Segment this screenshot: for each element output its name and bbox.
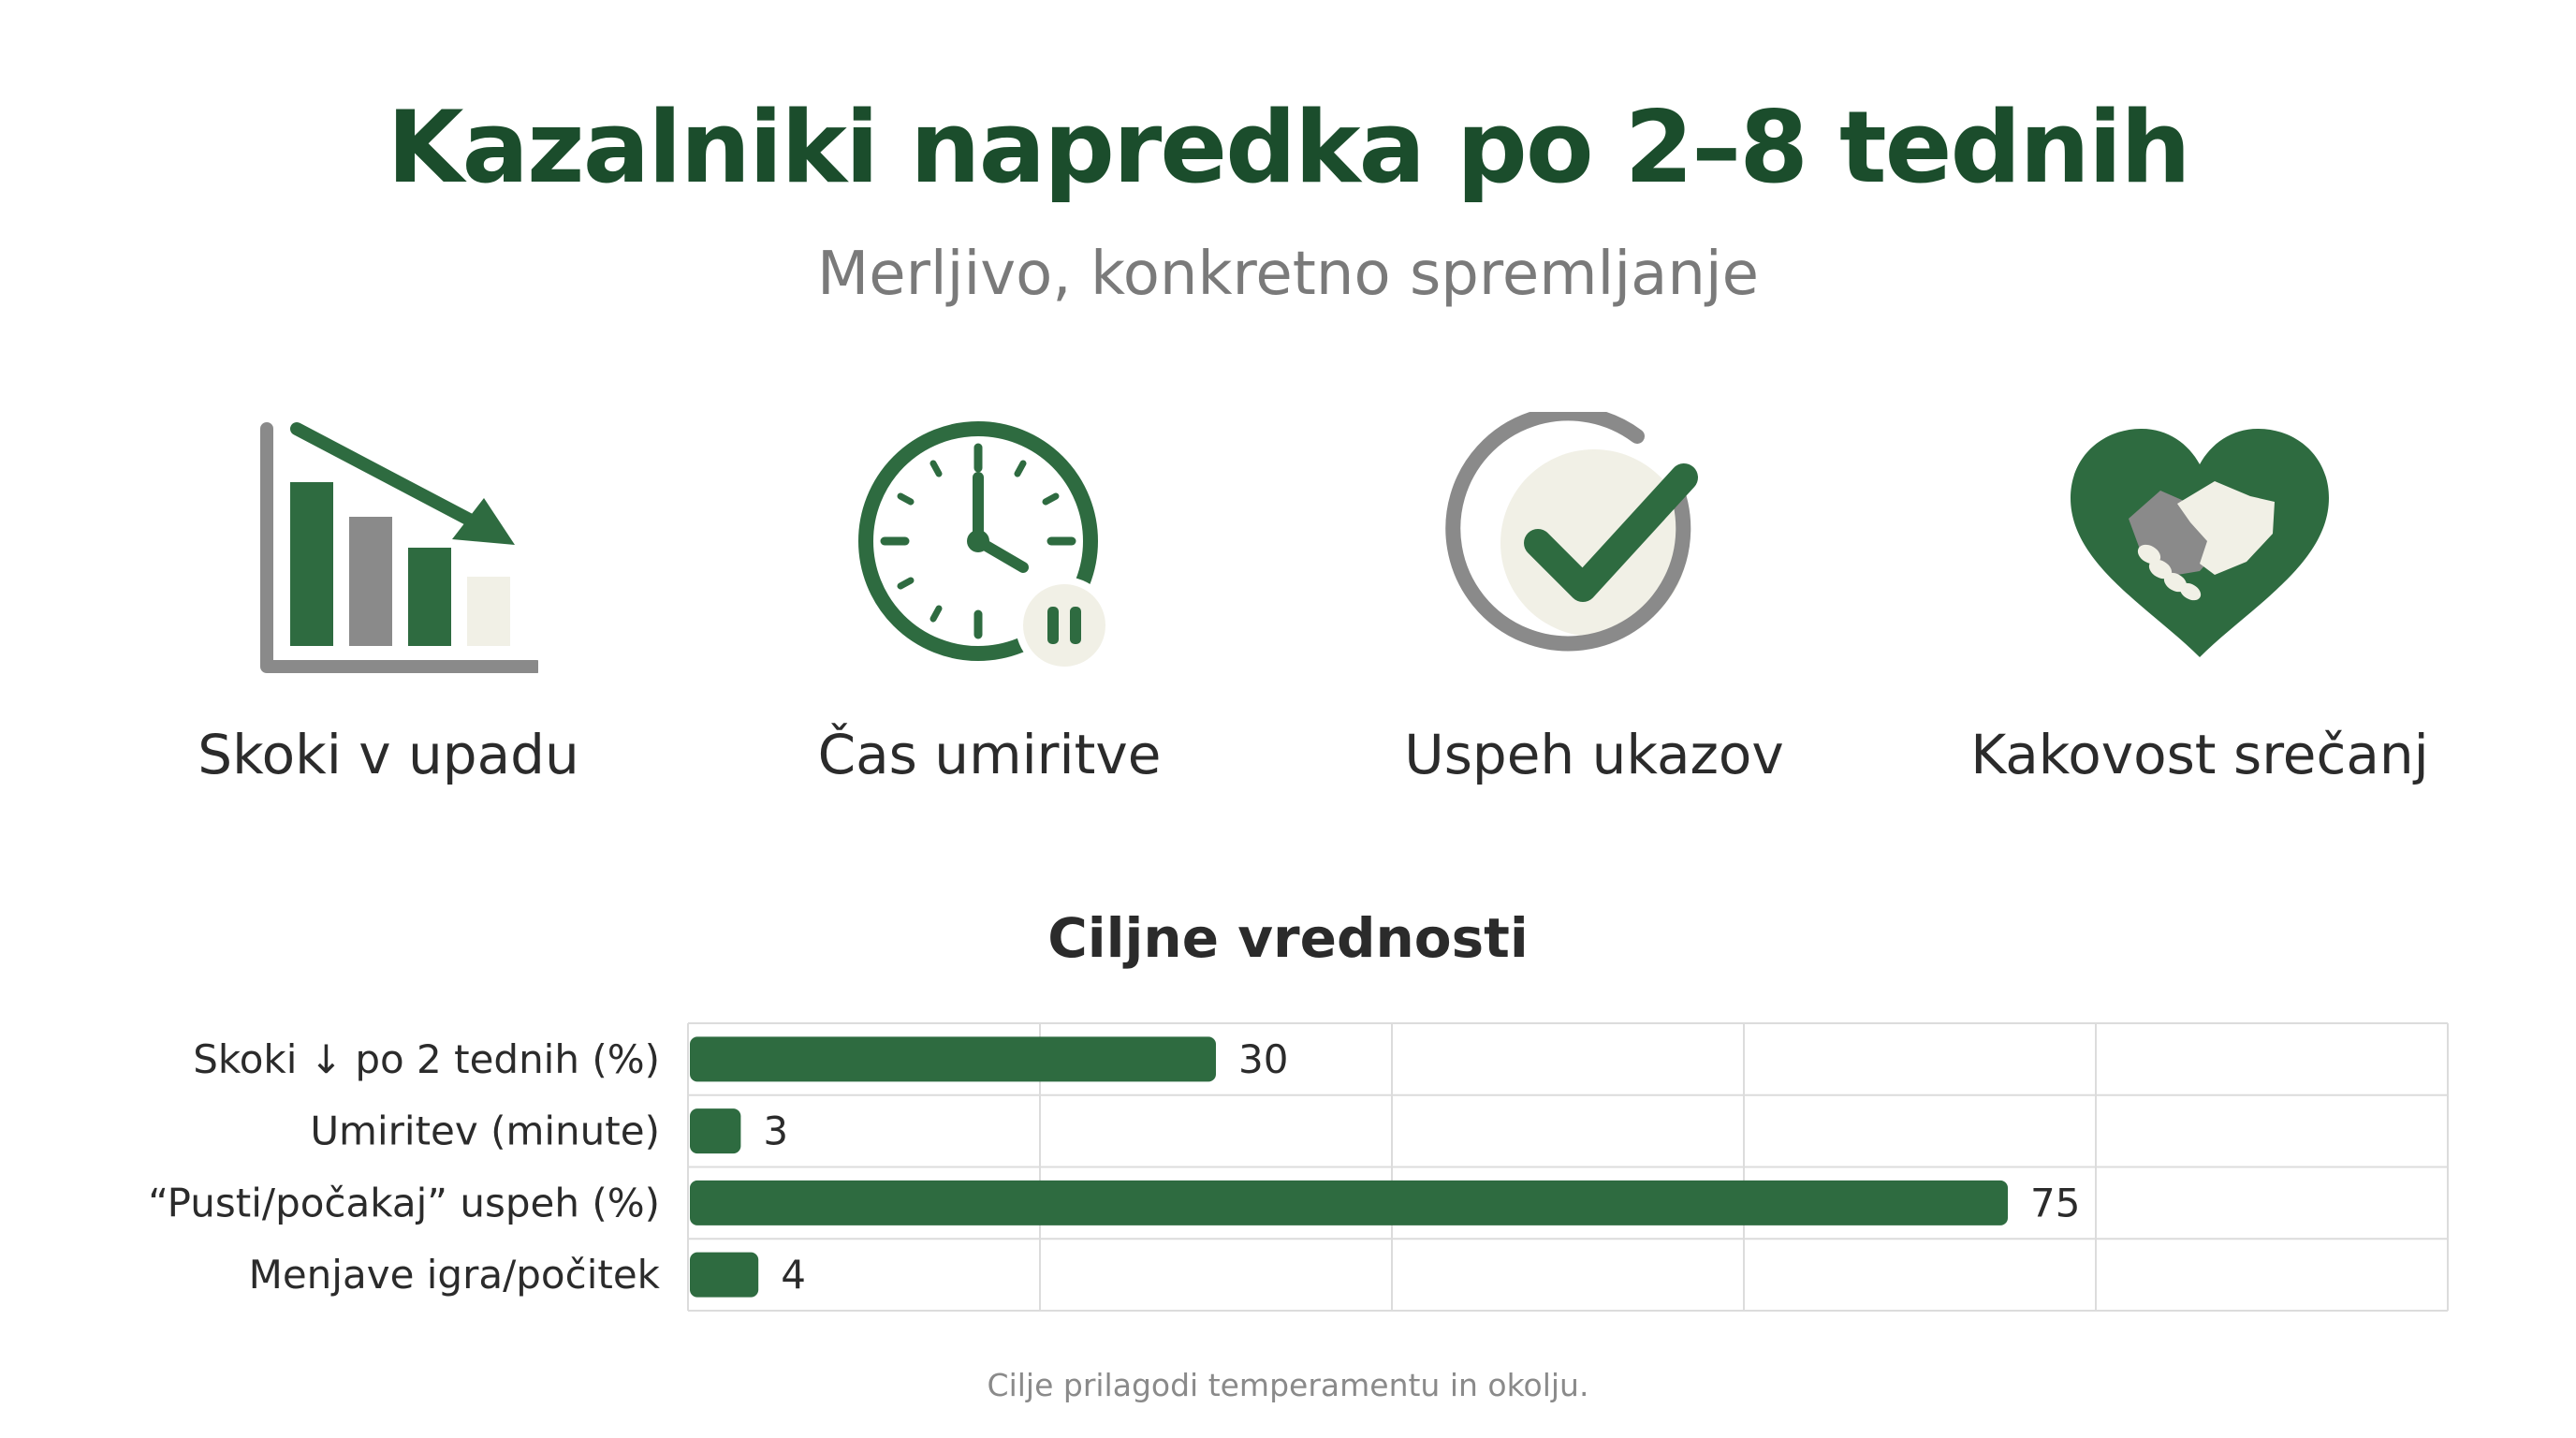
category-label: Umiritev (minute) [310, 1108, 660, 1154]
declining-bar-chart-icon [260, 422, 538, 673]
kpi-meeting-quality: Kakovost srečanj [1938, 412, 2462, 786]
chart-title: Ciljne vrednosti [1047, 906, 1529, 970]
page-subtitle: Merljivo, konkretno spremljanje [816, 240, 1760, 309]
footnote: Cilje prilagodi temperamentu in okolju. [987, 1367, 1589, 1403]
bar [690, 1108, 741, 1154]
data-label: 30 [1238, 1036, 1288, 1082]
checkmark-circle-icon [1445, 412, 1698, 652]
data-label: 75 [2030, 1180, 2080, 1225]
kpi-jumps-decline: Skoki v upadu [126, 412, 651, 786]
kpi-calm-time: Čas umiritve [727, 412, 1251, 786]
page-title: Kazalniki napredka po 2–8 tednih [387, 90, 2190, 205]
bar [690, 1180, 2008, 1225]
category-label: Menjave igra/počitek [249, 1252, 661, 1298]
kpi-label: Čas umiritve [817, 723, 1162, 786]
category-label: Skoki ↓ po 2 tednih (%) [193, 1036, 660, 1082]
data-label: 4 [781, 1252, 806, 1298]
clock-pause-icon [858, 421, 1113, 674]
heart-handshake-icon [2071, 429, 2329, 657]
data-label: 3 [763, 1108, 788, 1154]
kpi-label: Kakovost srečanj [1970, 723, 2429, 786]
kpi-label: Uspeh ukazov [1404, 723, 1784, 786]
bar [690, 1036, 1216, 1082]
category-label: “Pusti/počakaj” uspeh (%) [148, 1180, 660, 1225]
kpi-command-success: Uspeh ukazov [1332, 412, 1856, 786]
kpi-label: Skoki v upadu [198, 723, 579, 786]
bar [690, 1252, 759, 1298]
